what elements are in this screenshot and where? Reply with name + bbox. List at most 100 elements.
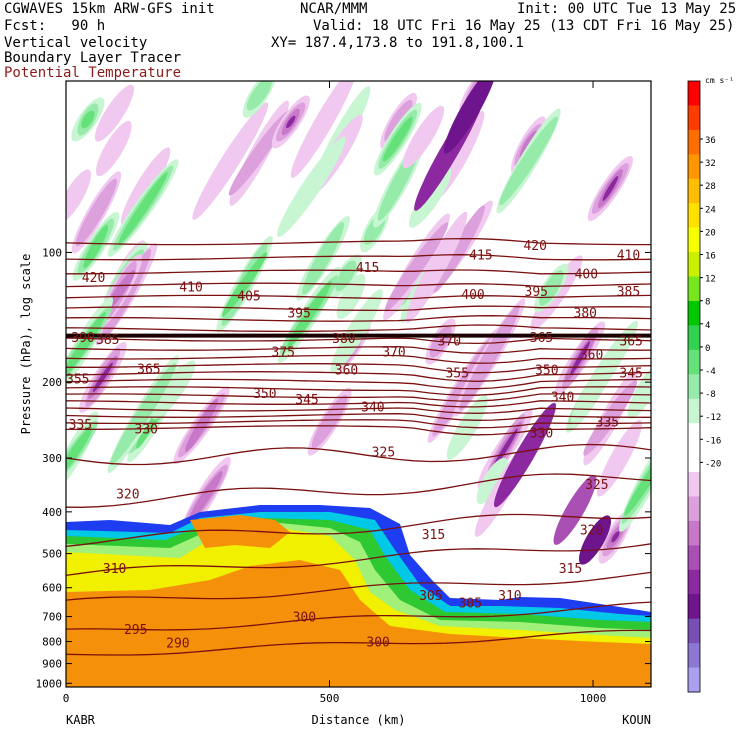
theta-contour [66,473,651,508]
updraft-cell [66,311,106,381]
downdraft-cell [406,211,468,323]
theta-label: 420 [82,271,105,286]
theta-label: 370 [382,346,405,361]
theta-contour [66,386,651,396]
colorbar-label: 16 [705,252,716,262]
theta-label: 415 [469,248,492,263]
theta-contour [66,363,651,374]
theta-contour [66,237,651,246]
colorbar-label: -4 [705,367,716,377]
theta-label: 320 [116,488,139,503]
y-tick-label: 900 [42,658,62,671]
colorbar-swatch [688,423,700,449]
theta-contour [66,324,651,333]
updraft-cell [151,360,196,420]
x-tick-label: 0 [63,692,70,705]
y-tick-label: 300 [42,452,62,465]
theta-contour [66,378,651,390]
theta-contour [66,393,651,402]
theta-contour [66,543,651,577]
downdraft-core [578,515,612,565]
colorbar-label: -16 [705,436,721,446]
header-model-title: CGWAVES 15km ARW-GFS init [4,1,215,17]
colorbar-swatch [688,643,700,669]
theta-label: 360 [580,348,603,363]
theta-contour [66,282,651,288]
theta-label: 330 [135,422,158,437]
theta-label: 385 [617,285,640,300]
theta-label: 335 [69,418,92,433]
theta-contour [66,443,651,466]
colorbar-swatch [688,618,700,644]
colorbar-swatch [688,569,700,595]
colorbar-label: 4 [705,321,710,331]
theta-contour [66,354,651,364]
theta-label: 325 [585,478,608,493]
header-forecast-hour: Fcst: 90 h [4,18,106,34]
theta-contour [66,294,651,300]
colorbar-label: 28 [705,182,716,192]
downdraft-cell [188,471,223,522]
downdraft-cell [286,115,296,129]
downdraft-cell [602,175,619,202]
colorbar-swatch [688,398,700,424]
downdraft-cell [492,428,518,469]
theta-label: 400 [461,288,484,303]
downdraft-cell [120,147,171,226]
tracer-orange-region [66,560,651,687]
theta-label: 380 [332,332,355,347]
theta-contour [66,345,651,354]
theta-label: 340 [361,401,384,416]
y-axis-label: Pressure (hPa), log scale [19,254,33,435]
y-tick-label: 100 [42,246,62,259]
theta-contour [66,407,651,414]
colorbar-label: -12 [705,413,721,423]
theta-label: 295 [124,623,147,638]
theta-label: 335 [596,416,619,431]
theta-label: 345 [295,393,318,408]
header-valid-time: Valid: 18 UTC Fri 16 May 25 (13 CDT Fri … [313,18,735,34]
downdraft-cell [290,81,358,178]
colorbar-swatch [688,129,700,155]
downdraft-cell [94,84,135,142]
downdraft-cell [92,362,113,393]
updraft-cell [476,457,508,505]
theta-label: 355 [66,372,89,387]
theta-contour [66,400,651,408]
theta-label: 310 [498,589,521,604]
header-cross-section: XY= 187.4,173.8 to 191.8,100.1 [271,35,524,51]
colorbar-label: 36 [705,136,716,146]
colorbar-swatch [688,252,700,278]
theta-contour [66,513,651,547]
theta-contour [66,315,651,322]
theta-label: 315 [422,528,445,543]
downdraft-cell [311,394,348,449]
colorbar-label: 0 [705,344,710,354]
theta-label: 365 [619,334,642,349]
downdraft-core [443,81,497,154]
updraft-cell [221,251,268,317]
theta-label: 305 [419,589,442,604]
y-tick-label: 600 [42,582,62,595]
theta-label: 405 [237,290,260,305]
theta-label: 380 [574,307,597,322]
colorbar-swatch [688,81,700,106]
updraft-cell [499,116,558,206]
colorbar-swatch [688,300,700,326]
theta-contour [66,629,651,656]
x-axis-label: Distance (km) [312,713,406,727]
colorbar-label: 32 [705,159,716,169]
colorbar-frame [687,80,701,693]
colorbar-swatch [688,496,700,522]
theta-label: 290 [166,637,189,652]
theta-label: 365 [530,331,553,346]
theta-contour [66,337,651,345]
theta-contour [66,371,651,382]
theta-label: 395 [525,285,548,300]
colorbar-swatch [688,325,700,351]
theta-contour [66,571,651,601]
header-field-3: Potential Temperature [4,65,182,81]
theta-label: 415 [356,261,379,276]
theta-label: 390 [71,331,94,346]
colorbar-label: -20 [705,459,721,469]
